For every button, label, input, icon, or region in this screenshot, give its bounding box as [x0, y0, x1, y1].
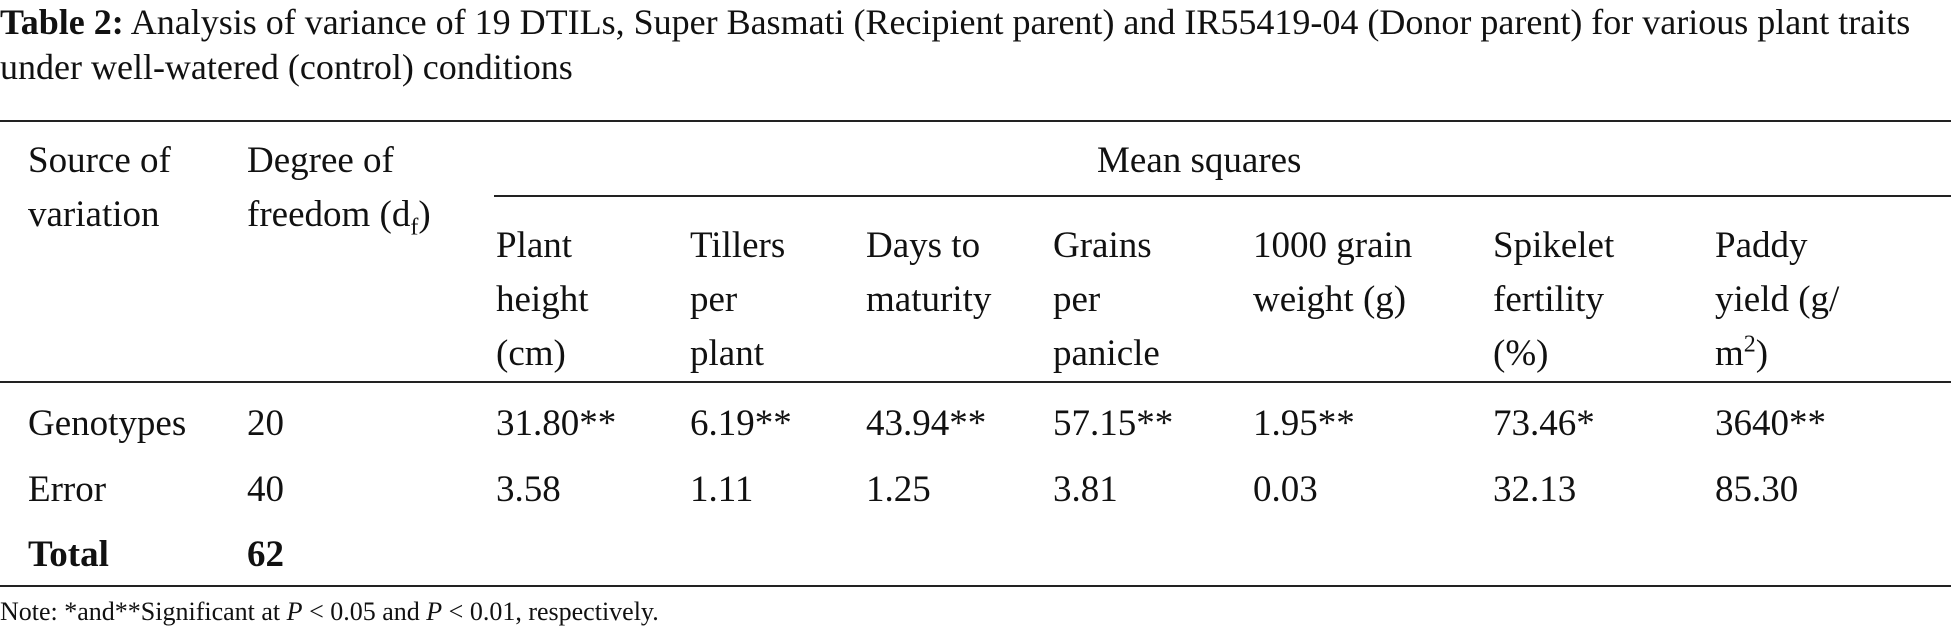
- trait-spikelet-fertility-line-3: (%): [1493, 333, 1549, 374]
- trait-paddy-yield-line-1: Paddy: [1715, 225, 1808, 266]
- trait-grains-panicle-line-2: per: [1053, 279, 1101, 320]
- bottom-rule: [0, 585, 1951, 587]
- table-label: Table 2:: [0, 2, 124, 42]
- row-total-source: Total: [28, 534, 109, 575]
- row-genotypes-grain-weight: 1.95**: [1253, 403, 1355, 444]
- trait-tillers-line-2: per: [690, 279, 738, 320]
- trait-paddy-yield-unit: m: [1715, 333, 1744, 374]
- trait-spikelet-fertility-line-1: Spikelet: [1493, 225, 1615, 266]
- header-source-line-2: variation: [28, 194, 160, 235]
- row-genotypes-tillers: 6.19**: [690, 403, 792, 444]
- row-error-grains-panicle: 3.81: [1053, 469, 1118, 510]
- trait-tillers-line-3: plant: [690, 333, 764, 374]
- note-p-symbol-2: P: [426, 597, 443, 626]
- table-caption-text: Analysis of variance of 19 DTILs, Super …: [0, 2, 1911, 87]
- trait-spikelet-fertility-line-2: fertility: [1493, 279, 1604, 320]
- trait-grains-panicle-line-1: Grains: [1053, 225, 1152, 266]
- trait-plant-height-line-1: Plant: [496, 225, 573, 266]
- trait-tillers-line-1: Tillers: [690, 225, 786, 266]
- row-genotypes-paddy-yield: 3640**: [1715, 403, 1826, 444]
- table-note: Note: *and**Significant at P < 0.05 and …: [0, 595, 659, 629]
- table-caption: Table 2: Analysis of variance of 19 DTIL…: [0, 0, 1951, 90]
- header-df-subscript: f: [410, 214, 419, 241]
- header-bottom-rule: [0, 381, 1951, 383]
- trait-grain-weight-line-2: weight (g): [1253, 279, 1407, 320]
- trait-plant-height-line-3: (cm): [496, 333, 566, 374]
- trait-plant-height-line-2: height: [496, 279, 589, 320]
- trait-paddy-yield-superscript: 2: [1743, 331, 1756, 358]
- note-p-symbol-1: P: [286, 597, 303, 626]
- trait-paddy-yield-line-2: yield (g/: [1715, 279, 1840, 320]
- trait-days-maturity-line-1: Days to: [866, 225, 981, 266]
- note-prefix: Note: *and**Significant at: [0, 597, 287, 626]
- header-source-line-1: Source of: [28, 140, 171, 181]
- row-genotypes-days-maturity: 43.94**: [866, 403, 987, 444]
- top-rule: [0, 120, 1951, 122]
- trait-grains-panicle-line-3: panicle: [1053, 333, 1160, 374]
- header-df-line-1: Degree of: [247, 140, 394, 181]
- note-suffix: < 0.01, respectively.: [442, 597, 659, 626]
- row-genotypes-source: Genotypes: [28, 403, 187, 444]
- row-error-grain-weight: 0.03: [1253, 469, 1318, 510]
- row-error-tillers: 1.11: [690, 469, 754, 510]
- trait-days-maturity-line-2: maturity: [866, 279, 992, 320]
- mean-squares-rule: [494, 195, 1951, 197]
- row-error-source: Error: [28, 469, 107, 510]
- trait-grain-weight-line-1: 1000 grain: [1253, 225, 1413, 266]
- row-genotypes-grains-panicle: 57.15**: [1053, 403, 1174, 444]
- header-mean-squares: Mean squares: [1097, 140, 1302, 181]
- row-error-df: 40: [247, 469, 284, 510]
- row-error-paddy-yield: 85.30: [1715, 469, 1799, 510]
- header-df-text: freedom (d: [247, 194, 411, 235]
- row-total-df: 62: [247, 534, 284, 575]
- row-error-plant-height: 3.58: [496, 469, 561, 510]
- row-genotypes-df: 20: [247, 403, 284, 444]
- header-df-line-2: freedom (df): [247, 188, 431, 242]
- row-error-spikelet-fertility: 32.13: [1493, 469, 1577, 510]
- trait-paddy-yield-close: ): [1755, 333, 1769, 374]
- note-mid: < 0.05 and: [302, 597, 427, 626]
- trait-paddy-yield-line-3: m2): [1715, 327, 1768, 381]
- row-genotypes-plant-height: 31.80**: [496, 403, 617, 444]
- row-genotypes-spikelet-fertility: 73.46*: [1493, 403, 1595, 444]
- header-df-close: ): [418, 194, 431, 235]
- row-error-days-maturity: 1.25: [866, 469, 931, 510]
